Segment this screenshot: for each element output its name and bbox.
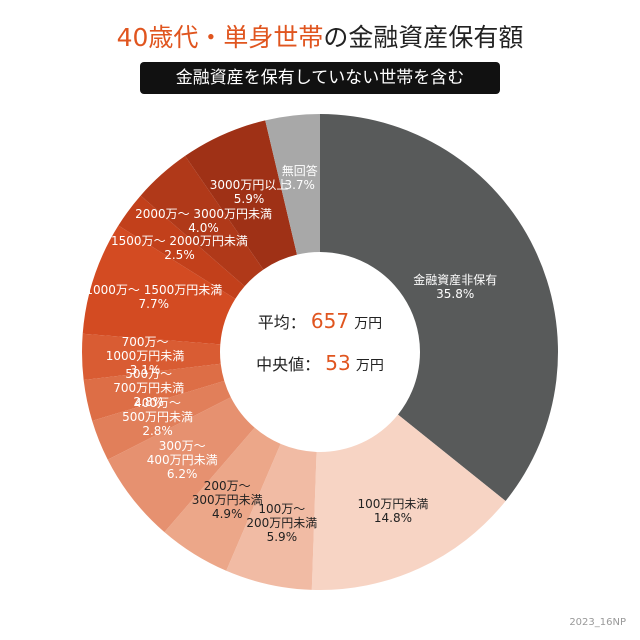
- donut-slice: [265, 114, 320, 255]
- category-label: 300万～ 400万円未満: [146, 438, 218, 467]
- title-highlight: 40歳代・単身世帯: [116, 23, 324, 52]
- mean-value: 657: [310, 309, 350, 333]
- slice-label: 200万～ 300万円未満 4.9%: [192, 479, 263, 521]
- category-label: 100万円未満: [357, 497, 429, 512]
- category-label: 200万～ 300万円未満: [191, 479, 263, 508]
- category-label: 500万～ 700万円未満: [113, 366, 185, 395]
- value-label: 14.8%: [373, 511, 412, 526]
- category-label: 1500万～ 2000万円未満: [111, 233, 248, 248]
- value-label: 3.7%: [284, 178, 315, 193]
- donut-slice: [185, 120, 297, 270]
- donut-slice: [118, 195, 245, 299]
- value-label: 2.8%: [142, 424, 173, 439]
- value-label: 3.1%: [129, 362, 161, 377]
- value-label: 4.9%: [211, 507, 243, 522]
- category-label: 1000万～ 1500万円未満: [85, 283, 223, 298]
- unit: 万円: [354, 316, 383, 332]
- slice-label: 100万～ 200万円未満 5.9%: [246, 502, 317, 544]
- donut-slice: [82, 225, 236, 345]
- category-label: 100万～ 200万円未満: [246, 501, 318, 530]
- slice-label: 700万～ 1000万円未満 3.1%: [106, 335, 185, 377]
- source: 2023_16NP: [569, 617, 626, 628]
- subtitle: 金融資産を保有していない世帯を含む: [140, 62, 500, 94]
- category-label: 2000万～ 3000万円未満: [135, 207, 272, 222]
- unit: 万円: [355, 358, 384, 374]
- median-label: 中央値：: [256, 355, 321, 374]
- slice-label: 500万～ 700万円未満 2.8%: [113, 367, 184, 409]
- value-label: 5.9%: [266, 529, 298, 544]
- slice-label: 100万円未満 14.8%: [357, 497, 428, 525]
- category-label: 金融資産非保有: [413, 273, 498, 288]
- category-label: 無回答: [281, 164, 318, 179]
- value-label: 5.9%: [233, 192, 265, 207]
- title-rest: の金融資産保有額: [323, 23, 524, 52]
- category-label: 3000万円以上: [209, 178, 289, 193]
- donut-slice: [107, 397, 255, 533]
- slice-label: 300万～ 400万円未満 6.2%: [147, 439, 218, 481]
- donut-slice: [92, 380, 231, 460]
- donut-slice: [82, 333, 221, 380]
- slice-label: 2000万～ 3000万円未満 4.0%: [135, 207, 272, 235]
- center-stats: 平均： 657 万円 中央値： 53 万円: [220, 300, 420, 384]
- value-label: 2.5%: [164, 247, 195, 262]
- slice-label: 1500万～ 2000万円未満 2.5%: [111, 234, 248, 262]
- mean-row: 平均： 657 万円: [220, 300, 420, 342]
- category-label: 700万～ 1000万円未満: [105, 334, 185, 363]
- slice-label: 3000万円以上 5.9%: [210, 178, 289, 206]
- category-label: 400万～ 500万円未満: [122, 396, 194, 425]
- median-value: 53: [325, 351, 351, 375]
- slice-label: 400万～ 500万円未満 2.8%: [122, 396, 193, 438]
- value-label: 6.2%: [166, 466, 198, 481]
- slice-label: 金融資産非保有 35.8%: [413, 273, 497, 301]
- median-row: 中央値： 53 万円: [220, 342, 420, 384]
- value-label: 4.0%: [188, 221, 219, 236]
- donut-slice: [320, 114, 559, 501]
- value-label: 7.7%: [138, 297, 170, 312]
- value-label: 2.8%: [133, 394, 164, 409]
- donut-slice: [164, 427, 281, 571]
- donut-slice: [226, 443, 317, 590]
- chart-title: 40歳代・単身世帯の金融資産保有額: [0, 18, 640, 54]
- value-label: 35.8%: [436, 287, 475, 302]
- slice-label: 1000万～ 1500万円未満 7.7%: [85, 283, 222, 311]
- donut-slice: [311, 414, 506, 590]
- slice-label: 無回答 3.7%: [282, 164, 318, 192]
- donut-slice: [140, 155, 264, 287]
- mean-label: 平均：: [257, 313, 306, 332]
- donut-slice: [83, 363, 225, 421]
